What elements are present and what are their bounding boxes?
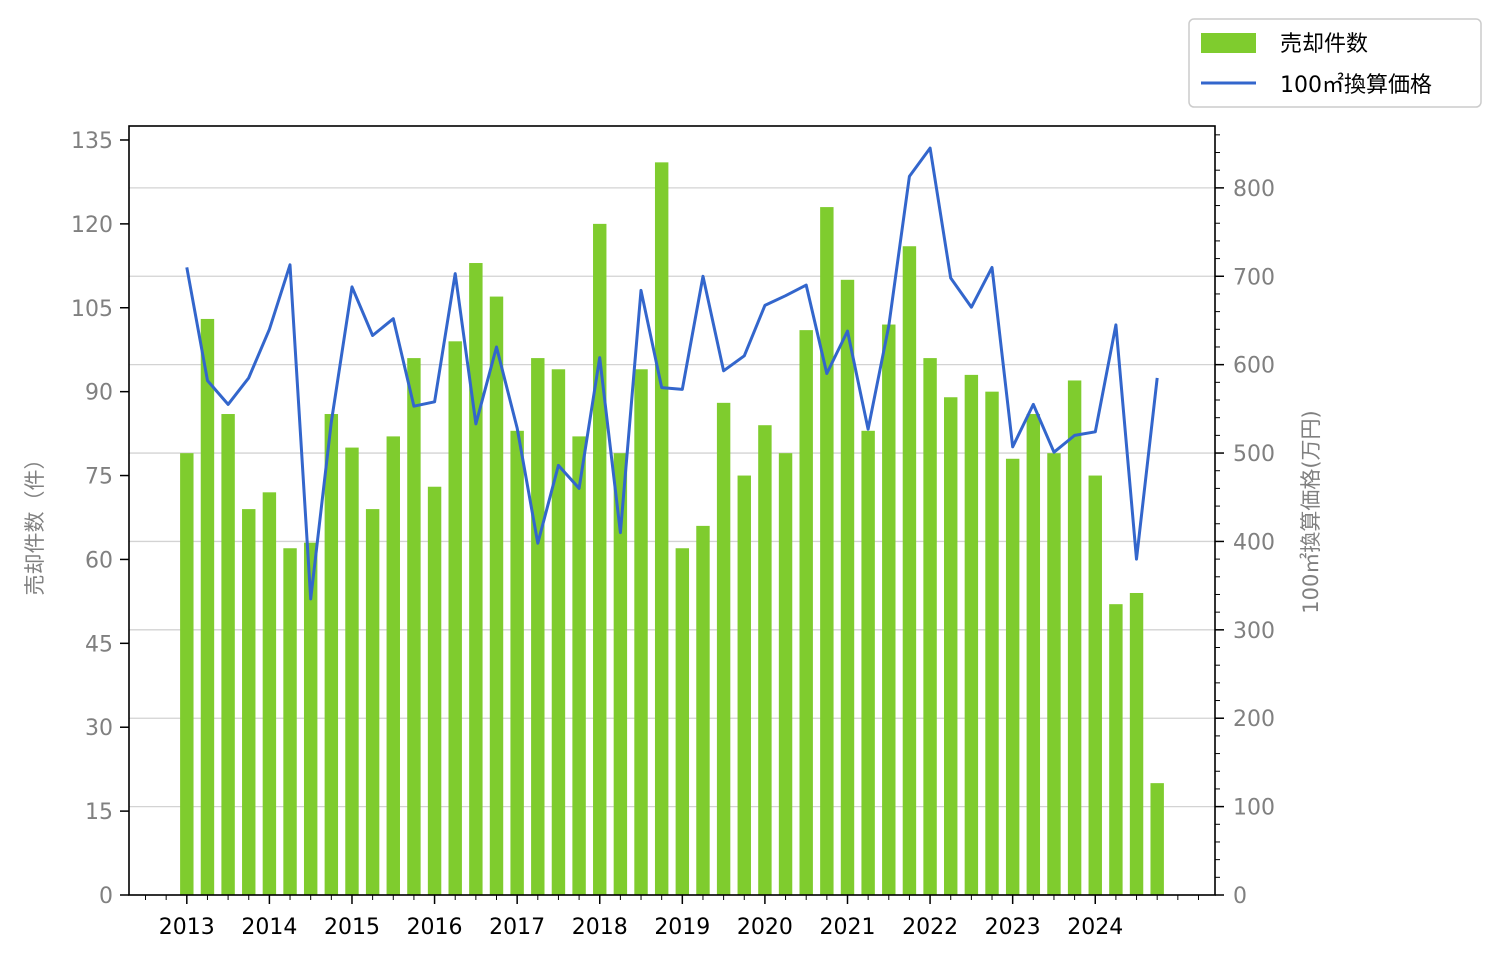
bar xyxy=(1005,458,1020,895)
y-left-tick-label: 0 xyxy=(99,884,113,909)
bar-series xyxy=(180,162,1164,896)
bar xyxy=(882,324,896,895)
bar xyxy=(469,263,483,895)
bar xyxy=(262,492,277,895)
y-axis-right-label: 100㎡換算価格(万円) xyxy=(1299,410,1323,613)
bar xyxy=(283,548,297,895)
y-left-tick-label: 105 xyxy=(71,297,113,322)
bar xyxy=(365,509,380,895)
bar xyxy=(737,475,751,895)
bar xyxy=(840,279,855,895)
y-left-tick-label: 135 xyxy=(71,129,113,154)
x-tick-label: 2018 xyxy=(572,915,628,940)
bar xyxy=(985,391,999,895)
y-left-tick-label: 45 xyxy=(85,632,113,657)
y-left-tick-label: 30 xyxy=(85,716,113,741)
bar xyxy=(200,318,215,895)
bar xyxy=(944,397,958,895)
bar xyxy=(448,341,462,895)
bar xyxy=(675,548,690,895)
x-tick-label: 2023 xyxy=(985,915,1041,940)
bar xyxy=(427,486,442,895)
bar xyxy=(593,223,607,895)
bar xyxy=(303,542,318,895)
bar xyxy=(799,330,813,896)
y-left-tick-label: 15 xyxy=(85,800,113,825)
y-right-tick-label: 300 xyxy=(1233,619,1275,644)
bar xyxy=(861,430,875,895)
y-left-tick-label: 60 xyxy=(85,548,113,573)
bar xyxy=(1129,592,1144,895)
y-right-tick-label: 200 xyxy=(1233,707,1275,732)
plot-frame xyxy=(128,125,1216,896)
bar xyxy=(820,207,834,895)
bar xyxy=(923,358,937,896)
legend-bar-swatch xyxy=(1201,33,1256,53)
x-tick-label: 2020 xyxy=(737,915,793,940)
bar xyxy=(613,453,628,895)
y-axis-left-label: 売却件数（件） xyxy=(23,449,47,596)
bar xyxy=(634,369,648,895)
y-left-tick-label: 120 xyxy=(71,213,113,238)
bar xyxy=(1067,380,1082,895)
x-tick-label: 2024 xyxy=(1067,915,1123,940)
bar xyxy=(510,430,524,895)
legend-box xyxy=(1188,18,1482,108)
line-series xyxy=(185,146,1159,601)
bar xyxy=(386,436,400,895)
axes: 0 15 30 45 60 75 90 105 120 135 0 100 200 300 400 500 60… xyxy=(71,129,1275,940)
x-tick-label: 2019 xyxy=(654,915,710,940)
x-tick-label: 2014 xyxy=(241,915,297,940)
bar xyxy=(572,436,586,895)
bar xyxy=(324,414,339,895)
bar xyxy=(1088,475,1102,895)
x-tick-label: 2022 xyxy=(902,915,958,940)
y-right-tick-label: 700 xyxy=(1233,265,1275,290)
bar xyxy=(489,296,504,895)
y-right-tick-label: 0 xyxy=(1233,884,1247,909)
bar xyxy=(964,374,979,896)
legend: 売却件数 100㎡換算価格 xyxy=(1188,18,1482,108)
bar xyxy=(1109,604,1123,895)
bar xyxy=(180,453,194,895)
legend-line-label: 100㎡換算価格 xyxy=(1280,72,1432,98)
x-tick-label: 2013 xyxy=(159,915,215,940)
legend-bar-label: 売却件数 xyxy=(1280,32,1368,57)
bar xyxy=(531,358,545,896)
bar xyxy=(551,369,566,895)
bar xyxy=(696,525,710,895)
bar xyxy=(758,425,772,895)
bar xyxy=(778,453,793,895)
y-left-tick-label: 90 xyxy=(85,381,113,406)
y-right-tick-label: 800 xyxy=(1233,177,1275,202)
x-tick-label: 2015 xyxy=(324,915,380,940)
price-line xyxy=(185,146,1159,601)
y-right-tick-label: 400 xyxy=(1233,530,1275,555)
bar xyxy=(1026,414,1041,895)
bar xyxy=(1047,453,1061,895)
bar xyxy=(1150,783,1164,895)
bar xyxy=(242,509,256,895)
bar xyxy=(407,358,421,896)
x-tick-label: 2016 xyxy=(407,915,463,940)
x-tick-label: 2017 xyxy=(489,915,545,940)
bar xyxy=(716,402,731,895)
bar xyxy=(345,447,359,895)
y-right-tick-label: 100 xyxy=(1233,796,1275,821)
bar xyxy=(902,246,917,895)
y-left-tick-label: 75 xyxy=(85,465,113,490)
x-tick-label: 2021 xyxy=(819,915,875,940)
bar xyxy=(221,414,235,895)
bar xyxy=(654,162,669,895)
y-right-tick-label: 600 xyxy=(1233,354,1275,379)
y-right-tick-label: 500 xyxy=(1233,442,1275,467)
